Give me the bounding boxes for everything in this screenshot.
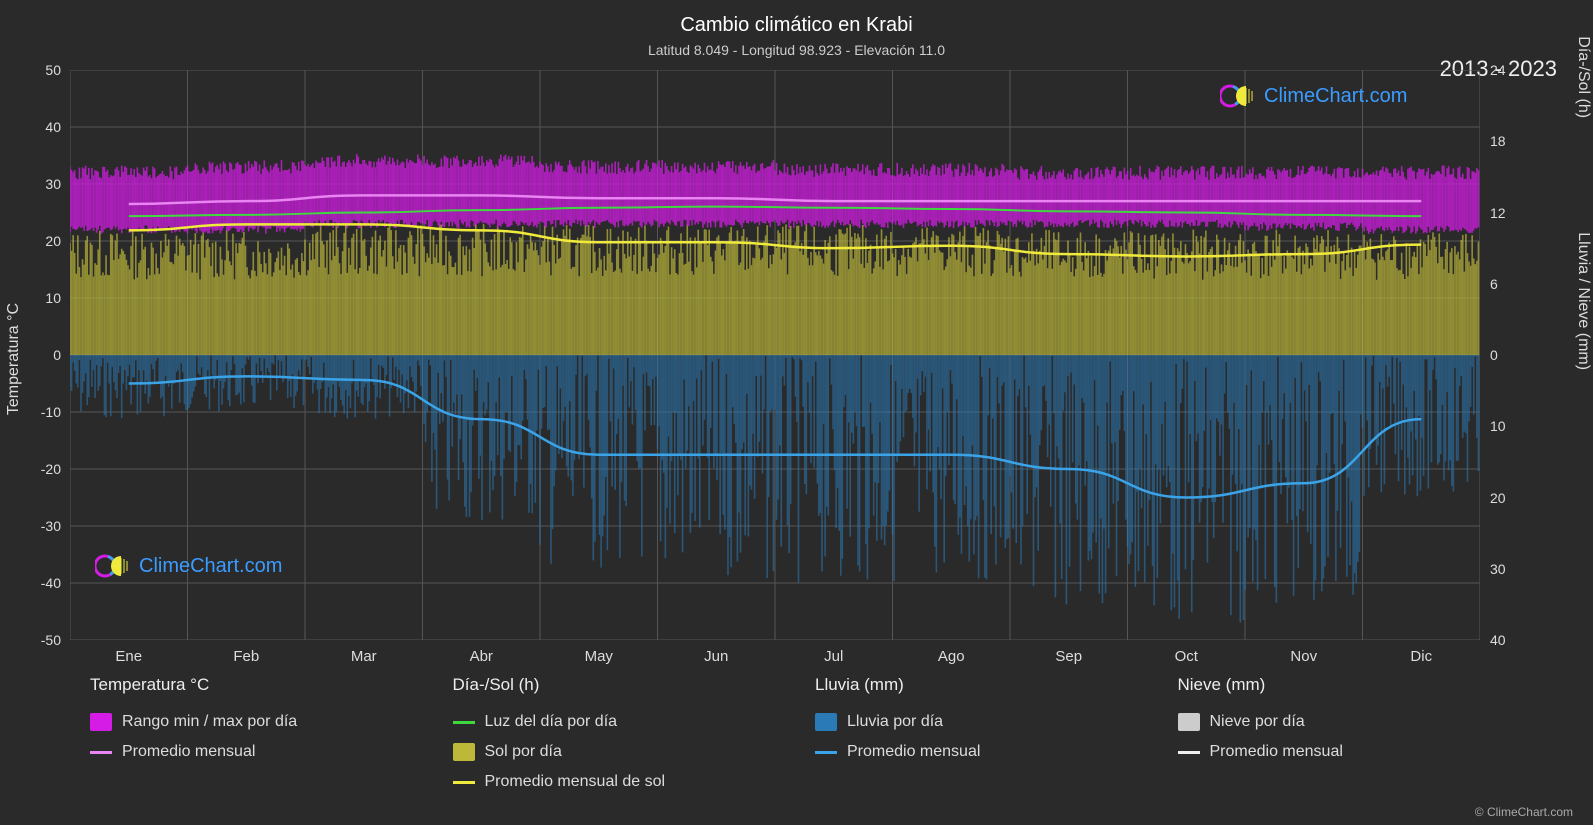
y-right-top-tick: 6 — [1490, 276, 1498, 292]
y-right-bot-tick: 20 — [1490, 490, 1506, 506]
legend-swatch — [1178, 751, 1200, 754]
y-right-top-tick: 12 — [1490, 205, 1506, 221]
x-tick: Jun — [704, 648, 728, 665]
y-left-axis-title: Temperatura °C — [5, 303, 23, 415]
y-left-tick: 10 — [45, 290, 61, 306]
y-left-tick: -50 — [41, 632, 61, 648]
logo-icon — [95, 552, 133, 580]
y-left-tick: -30 — [41, 518, 61, 534]
y-right-bot-axis-title: Lluvia / Nieve (mm) — [1574, 232, 1592, 370]
legend-item: Rango min / max por día — [90, 713, 453, 731]
x-tick: Ago — [938, 648, 965, 665]
copyright: © ClimeChart.com — [1475, 805, 1573, 819]
y-left-tick: 0 — [53, 347, 61, 363]
legend-header: Nieve (mm) — [1178, 675, 1541, 695]
legend: Temperatura °C Rango min / max por día Pro… — [90, 675, 1540, 791]
chart-title: Cambio climático en Krabi — [0, 14, 1593, 37]
x-tick: Mar — [351, 648, 377, 665]
y-right-bot-tick: 10 — [1490, 418, 1506, 434]
legend-item: Luz del día por día — [453, 713, 816, 731]
x-tick: Sep — [1055, 648, 1082, 665]
legend-label: Sol por día — [485, 743, 562, 761]
y-left-tick: -10 — [41, 404, 61, 420]
legend-swatch — [90, 713, 112, 731]
y-right-bot-tick: 40 — [1490, 632, 1506, 648]
y-right-top-tick: 0 — [1490, 347, 1498, 363]
watermark-bottom: ClimeChart.com — [95, 552, 282, 580]
legend-label: Promedio mensual — [1210, 743, 1343, 761]
legend-column: Día-/Sol (h) Luz del día por día Sol por d… — [453, 675, 816, 791]
legend-label: Rango min / max por día — [122, 713, 297, 731]
watermark-text: ClimeChart.com — [1264, 85, 1407, 108]
y-left-tick: 50 — [45, 62, 61, 78]
y-right-top-tick: 24 — [1490, 62, 1506, 78]
y-right-top-tick: 18 — [1490, 133, 1506, 149]
legend-item: Nieve por día — [1178, 713, 1541, 731]
legend-header: Lluvia (mm) — [815, 675, 1178, 695]
watermark-top: ClimeChart.com — [1220, 82, 1407, 110]
legend-header: Temperatura °C — [90, 675, 453, 695]
legend-swatch — [1178, 713, 1200, 731]
watermark-text: ClimeChart.com — [139, 555, 282, 578]
y-left-tick: -20 — [41, 461, 61, 477]
legend-swatch — [815, 713, 837, 731]
x-tick: Abr — [470, 648, 493, 665]
x-tick: Feb — [233, 648, 259, 665]
legend-swatch — [90, 751, 112, 754]
legend-header: Día-/Sol (h) — [453, 675, 816, 695]
logo-icon — [1220, 82, 1258, 110]
x-tick: Dic — [1410, 648, 1432, 665]
legend-label: Luz del día por día — [485, 713, 618, 731]
legend-label: Nieve por día — [1210, 713, 1305, 731]
legend-item: Promedio mensual — [90, 743, 453, 761]
legend-label: Promedio mensual — [122, 743, 255, 761]
legend-item: Sol por día — [453, 743, 816, 761]
x-tick: May — [585, 648, 613, 665]
legend-label: Promedio mensual — [847, 743, 980, 761]
legend-column: Nieve (mm) Nieve por día Promedio mensual — [1178, 675, 1541, 791]
legend-item: Lluvia por día — [815, 713, 1178, 731]
legend-column: Lluvia (mm) Lluvia por día Promedio mensua… — [815, 675, 1178, 791]
legend-label: Lluvia por día — [847, 713, 943, 731]
legend-item: Promedio mensual — [1178, 743, 1541, 761]
y-left-tick: 40 — [45, 119, 61, 135]
x-tick: Nov — [1290, 648, 1317, 665]
y-left-tick: 20 — [45, 233, 61, 249]
legend-swatch — [453, 781, 475, 784]
x-tick: Ene — [115, 648, 142, 665]
legend-item: Promedio mensual de sol — [453, 773, 816, 791]
x-tick: Oct — [1175, 648, 1198, 665]
legend-label: Promedio mensual de sol — [485, 773, 666, 791]
legend-swatch — [453, 743, 475, 761]
y-right-top-axis-title: Día-/Sol (h) — [1574, 36, 1592, 118]
legend-swatch — [453, 721, 475, 724]
x-tick: Jul — [824, 648, 843, 665]
y-left-tick: -40 — [41, 575, 61, 591]
y-right-bot-tick: 30 — [1490, 561, 1506, 577]
y-left-tick: 30 — [45, 176, 61, 192]
legend-swatch — [815, 751, 837, 754]
legend-item: Promedio mensual — [815, 743, 1178, 761]
legend-column: Temperatura °C Rango min / max por día Pro… — [90, 675, 453, 791]
chart-subtitle: Latitud 8.049 - Longitud 98.923 - Elevac… — [0, 42, 1593, 58]
